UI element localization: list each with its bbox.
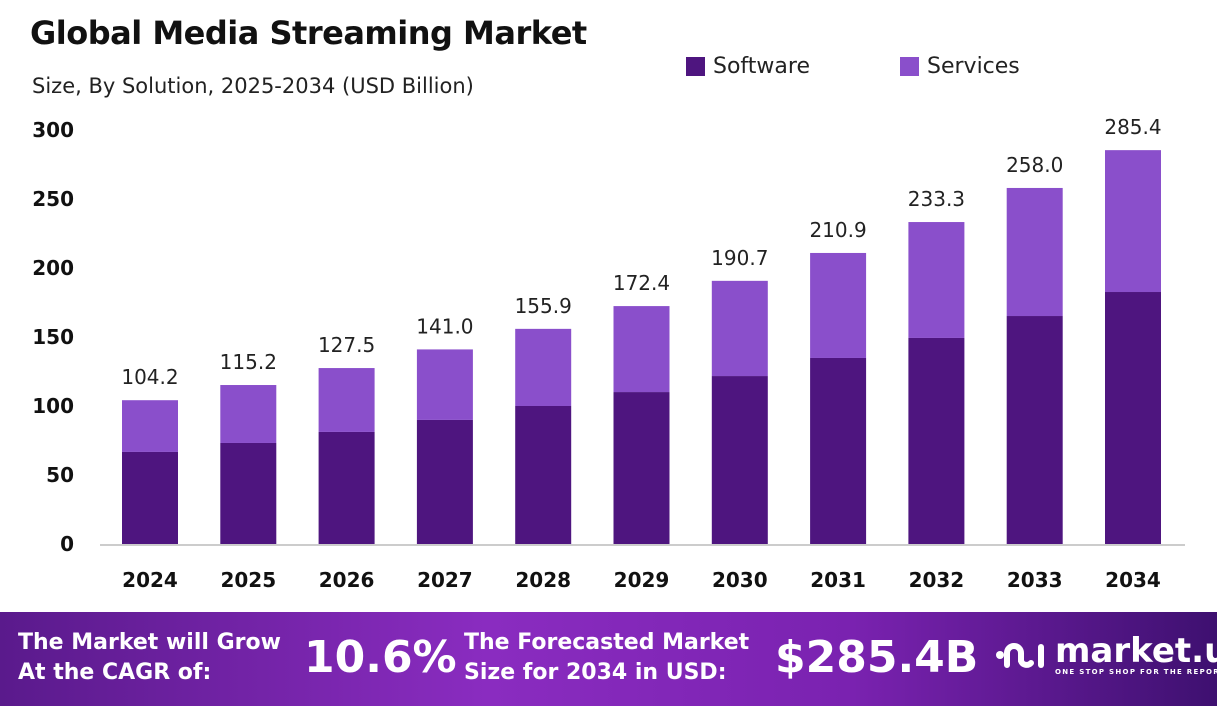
bar-services-2029 — [613, 306, 670, 393]
x-tick-label: 2032 — [909, 568, 965, 592]
bar-software-2028 — [515, 406, 572, 544]
x-tick-label: 2024 — [122, 568, 178, 592]
legend-label-services: Services — [927, 54, 1020, 79]
data-label-total: 258.0 — [1006, 153, 1063, 177]
forecast-label-line1: The Forecasted Market — [464, 630, 750, 655]
x-tick-label: 2026 — [319, 568, 375, 592]
data-label-total: 127.5 — [318, 333, 375, 357]
logo-tagline: ONE STOP SHOP FOR THE REPORTS — [1055, 668, 1217, 676]
x-tick-label: 2033 — [1007, 568, 1063, 592]
bar-services-2024 — [122, 400, 178, 452]
bar-services-2034 — [1105, 150, 1161, 293]
bar-software-2025 — [220, 442, 277, 544]
data-label-total: 115.2 — [220, 350, 277, 374]
bar-services-2032 — [908, 222, 965, 338]
legend-item-software: Software — [686, 54, 810, 79]
legend-item-services: Services — [900, 54, 1020, 79]
bar-software-2032 — [908, 337, 965, 544]
bar-services-2028 — [515, 328, 572, 406]
footer-banner: The Market will Grow At the CAGR of: 10.… — [0, 612, 1217, 706]
bar-services-2025 — [220, 385, 277, 443]
x-tick-label: 2029 — [614, 568, 670, 592]
cagr-value: 10.6% — [304, 632, 457, 683]
bar-services-2033 — [1006, 187, 1063, 317]
data-label-total: 155.9 — [515, 294, 572, 318]
x-tick-label: 2027 — [417, 568, 473, 592]
bar-software-2029 — [613, 392, 670, 544]
bar-services-2030 — [711, 280, 768, 377]
data-label-total: 190.7 — [711, 246, 768, 270]
logo-icon — [996, 643, 1044, 668]
y-tick-label: 0 — [60, 532, 74, 556]
chart-title: Global Media Streaming Market — [30, 14, 587, 52]
bar-services-2027 — [416, 349, 473, 420]
legend-swatch-services — [900, 57, 919, 76]
bar-software-2030 — [711, 376, 768, 544]
y-tick-label: 200 — [32, 256, 74, 280]
bar-software-2033 — [1006, 316, 1063, 544]
bar-software-2031 — [810, 357, 867, 544]
bar-services-2026 — [318, 368, 375, 432]
market-us-logo: market.us ONE STOP SHOP FOR THE REPORTS — [995, 634, 1217, 676]
forecast-label-line2: Size for 2034 in USD: — [464, 660, 727, 685]
cagr-label-line2: At the CAGR of: — [18, 660, 212, 685]
logo-text: market.us — [1055, 631, 1217, 671]
y-tick-label: 50 — [46, 463, 74, 487]
data-label-total: 233.3 — [908, 187, 965, 211]
data-label-total: 210.9 — [809, 218, 866, 242]
data-label-total: 104.2 — [121, 365, 178, 389]
data-label-total: 172.4 — [613, 271, 670, 295]
x-tick-label: 2028 — [515, 568, 571, 592]
legend-label-software: Software — [713, 54, 810, 79]
cagr-label: The Market will Grow At the CAGR of: — [18, 628, 281, 688]
data-label-total: 141.0 — [416, 314, 473, 338]
forecast-label: The Forecasted Market Size for 2034 in U… — [464, 628, 749, 688]
y-tick-label: 100 — [32, 394, 74, 418]
y-tick-label: 300 — [32, 118, 74, 142]
bar-software-2026 — [318, 431, 375, 544]
x-tick-label: 2034 — [1105, 568, 1161, 592]
bar-services-2031 — [810, 252, 867, 358]
y-tick-label: 150 — [32, 325, 74, 349]
bar-software-2034 — [1105, 292, 1161, 544]
x-tick-label: 2030 — [712, 568, 768, 592]
forecast-value: $285.4B — [775, 632, 979, 683]
chart-subtitle: Size, By Solution, 2025-2034 (USD Billio… — [32, 74, 474, 98]
legend-swatch-software — [686, 57, 705, 76]
bar-software-2027 — [416, 419, 473, 544]
cagr-label-line1: The Market will Grow — [18, 630, 281, 655]
y-tick-label: 250 — [32, 187, 74, 211]
plot-area: 0 50 100 150 200 250 300 104.2 2024 115.2 2025 127.… — [32, 115, 1185, 592]
data-label-total: 285.4 — [1104, 115, 1161, 139]
x-tick-label: 2031 — [810, 568, 866, 592]
x-tick-label: 2025 — [220, 568, 276, 592]
bar-software-2024 — [122, 451, 178, 544]
